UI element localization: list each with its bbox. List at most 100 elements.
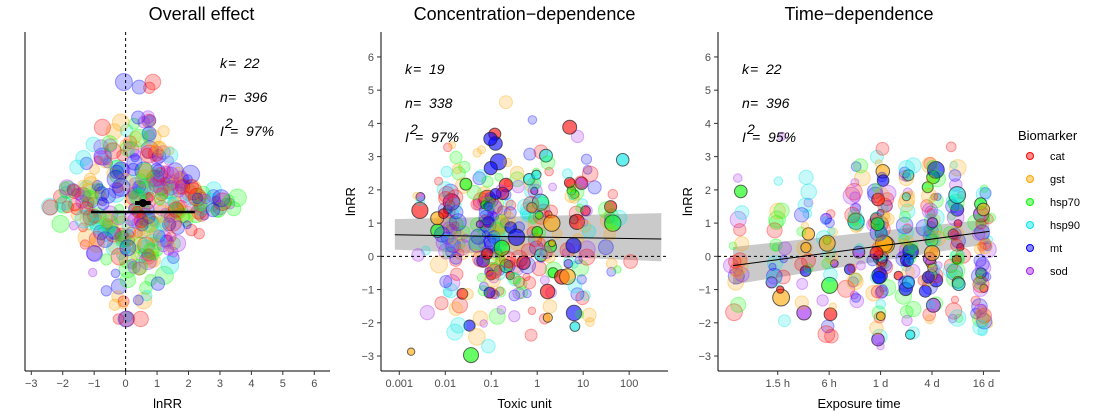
overall-point: [152, 167, 169, 183]
panel-time-point: [901, 192, 911, 202]
overall-point: [148, 215, 161, 228]
panel-time-point: [797, 197, 813, 213]
panel-concentration-point: [503, 256, 516, 269]
legend-swatch-cat: [1026, 152, 1034, 160]
overall-point: [132, 310, 149, 328]
overall-point: [111, 161, 130, 180]
panel-time-point: [977, 242, 987, 252]
overall-point: [100, 220, 116, 235]
overall-point: [174, 179, 191, 195]
panel-concentration-point: [530, 186, 539, 195]
overall-point: [70, 202, 83, 216]
stat-n-number: 396: [766, 95, 790, 111]
panel-time-point: [952, 252, 965, 266]
overall-point: [220, 197, 233, 210]
panel-concentration-point: [522, 288, 532, 299]
panel-concentration-point: [434, 176, 444, 186]
panel-concentration-point: [570, 129, 585, 144]
panel-time-point: [796, 277, 809, 290]
overall-point: [69, 159, 85, 175]
panel-time-point: [875, 311, 886, 322]
stat-i2-number: 97%: [246, 123, 274, 139]
panel-concentration-point: [461, 288, 474, 301]
panel-time-point: [905, 300, 922, 318]
overall-point: [135, 173, 147, 185]
overall-point: [123, 228, 135, 239]
panel-time-point: [982, 242, 993, 252]
overall-point: [97, 147, 113, 163]
panel-time-point: [848, 272, 863, 287]
overall-point: [90, 182, 106, 199]
panel-concentration-point: [420, 245, 431, 256]
overall-point: [93, 118, 112, 137]
panel-concentration-point: [487, 210, 498, 221]
overall-point: [141, 113, 156, 129]
panel-concentration-point: [470, 248, 480, 258]
overall-point: [88, 214, 105, 231]
panel-time-point: [733, 173, 743, 183]
overall-point: [155, 230, 173, 248]
overall-point: [179, 183, 198, 202]
panel-concentration-point: [544, 204, 558, 219]
panel-concentration-point: [575, 290, 590, 306]
stat-n-eq: =: [413, 95, 421, 111]
overall-point: [106, 167, 118, 179]
overall-point: [153, 246, 163, 257]
panel-concentration-point: [444, 237, 460, 253]
overall-point: [134, 291, 153, 310]
panel-time-point: [771, 243, 781, 252]
panel-concentration-point: [490, 289, 500, 300]
overall-point: [132, 294, 144, 306]
panel-concentration-point: [604, 200, 618, 214]
panel-time-point: [984, 319, 994, 329]
panel-time-point: [818, 234, 836, 252]
overall-point: [148, 225, 164, 241]
panel-concentration-point: [574, 176, 589, 191]
panel-concentration-point: [491, 224, 501, 234]
panel-concentration-point: [598, 239, 614, 256]
panel-concentration-point: [542, 312, 553, 323]
panel-concentration-point: [565, 304, 583, 322]
panel-concentration-point: [500, 211, 516, 227]
panel-concentration-point: [604, 214, 622, 232]
panel-concentration-y-tick-label: 2: [368, 185, 374, 197]
panel-time-point: [734, 184, 748, 199]
overall-point: [132, 186, 143, 197]
panel-time-point: [924, 244, 941, 262]
panel-time-point: [848, 216, 863, 231]
panel-time-point: [875, 141, 890, 156]
panel-concentration-point: [548, 182, 558, 192]
panel-concentration-point: [440, 165, 453, 178]
overall-point: [205, 202, 221, 218]
panel-time-point: [970, 295, 981, 306]
panel-concentration-point: [481, 196, 496, 212]
overall-point: [131, 79, 147, 95]
panel-time-point: [773, 176, 784, 186]
overall-point: [149, 173, 165, 189]
overall-point: [150, 152, 164, 166]
overall-point: [196, 185, 211, 201]
panel-concentration-point: [479, 319, 489, 328]
overall-point: [152, 229, 166, 243]
overall-point: [127, 260, 141, 274]
panel-time-point: [769, 238, 783, 252]
panel-time-point: [898, 224, 914, 241]
panel-time-point: [950, 230, 960, 240]
panel-concentration-point: [483, 286, 496, 299]
overall-point: [109, 159, 126, 176]
panel-time-point: [898, 160, 916, 177]
stat-n-number: 396: [244, 89, 268, 105]
overall-point: [138, 251, 157, 271]
panel-time-point: [822, 216, 830, 225]
legend-label-mt: mt: [1050, 243, 1062, 255]
panel-concentration-point: [463, 319, 476, 332]
panel-time-point: [974, 259, 992, 277]
panel-time-point: [793, 207, 810, 223]
panel-time-point: [849, 191, 861, 203]
panel-time-point: [950, 233, 966, 249]
overall-point: [172, 171, 185, 185]
panel-time-point: [852, 222, 862, 232]
panel-time-point: [777, 314, 791, 328]
overall-point: [139, 144, 159, 164]
overall-point: [149, 250, 160, 261]
